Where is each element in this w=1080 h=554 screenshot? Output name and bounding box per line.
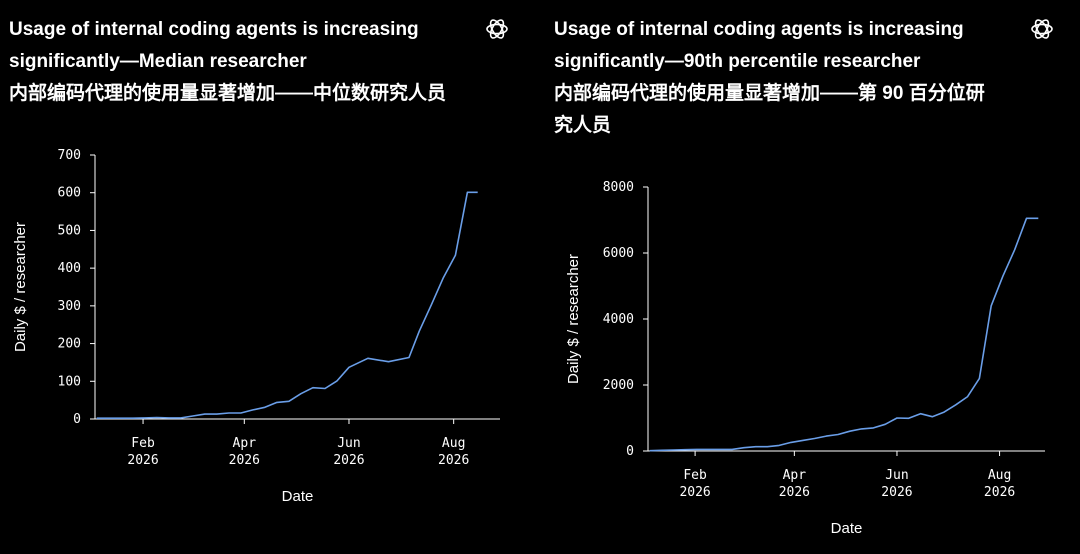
x-tick-label-month: Jun xyxy=(337,436,360,451)
x-tick-label-year: 2026 xyxy=(127,453,158,468)
x-tick-label-month: Feb xyxy=(683,468,707,483)
x-tick-label-year: 2026 xyxy=(333,453,364,468)
x-axis-label: Date xyxy=(282,488,314,505)
y-tick-label: 4000 xyxy=(603,312,634,327)
y-tick-label: 2000 xyxy=(603,378,634,393)
y-tick-label: 400 xyxy=(58,261,81,276)
series-line xyxy=(96,191,478,420)
x-tick-label-year: 2026 xyxy=(984,485,1015,500)
openai-logo-icon xyxy=(1031,19,1053,39)
openai-logo-icon xyxy=(486,19,508,39)
x-tick-label-month: Aug xyxy=(988,468,1011,483)
y-tick-label: 0 xyxy=(73,412,81,427)
y-tick-label: 200 xyxy=(58,337,81,352)
y-tick-label: 0 xyxy=(626,444,634,459)
chart-title-en: Usage of internal coding agents is incre… xyxy=(9,19,419,72)
chart-panel-90th-percentile: Usage of internal coding agents is incre… xyxy=(545,0,1080,554)
chart-subtitle-zh: 内部编码代理的使用量显著增加——第 90 百分位研究人员 xyxy=(554,83,985,136)
y-axis-label: Daily $ / researcher xyxy=(565,254,582,384)
x-tick-label-year: 2026 xyxy=(229,453,260,468)
chart-subtitle-zh: 内部编码代理的使用量显著增加——中位数研究人员 xyxy=(9,83,447,104)
x-tick-label-year: 2026 xyxy=(779,485,810,500)
chart-panel-median: Usage of internal coding agents is incre… xyxy=(9,14,508,505)
y-tick-label: 100 xyxy=(58,374,81,389)
x-tick-label-month: Apr xyxy=(783,468,807,483)
line-chart-median: 0 100 200 300 400 500 600 700 Feb 2026 Apr 2026 Jun 2… xyxy=(12,148,500,505)
chart-title: Usage of internal coding agents is incre… xyxy=(554,14,994,142)
line-chart-90th-percentile: 0 2000 4000 6000 8000 Feb 2026 Apr 2026 Jun 2026 Au… xyxy=(565,180,1045,537)
x-tick-label-year: 2026 xyxy=(881,485,912,500)
x-tick-label-year: 2026 xyxy=(438,453,469,468)
y-tick-label: 700 xyxy=(58,148,81,163)
x-tick-label-month: Feb xyxy=(131,436,155,451)
chart-title-en: Usage of internal coding agents is incre… xyxy=(554,19,964,72)
chart-title: Usage of internal coding agents is incre… xyxy=(9,14,449,110)
x-tick-label-year: 2026 xyxy=(679,485,710,500)
y-tick-label: 500 xyxy=(58,223,81,238)
series-line xyxy=(649,217,1039,452)
x-tick-label-month: Apr xyxy=(233,436,257,451)
x-tick-label-month: Aug xyxy=(442,436,465,451)
y-tick-label: 6000 xyxy=(603,246,634,261)
y-tick-label: 8000 xyxy=(603,180,634,195)
y-tick-label: 600 xyxy=(58,186,81,201)
x-tick-label-month: Jun xyxy=(885,468,908,483)
x-axis-label: Date xyxy=(831,520,863,537)
y-tick-label: 300 xyxy=(58,299,81,314)
y-axis-label: Daily $ / researcher xyxy=(12,222,29,352)
